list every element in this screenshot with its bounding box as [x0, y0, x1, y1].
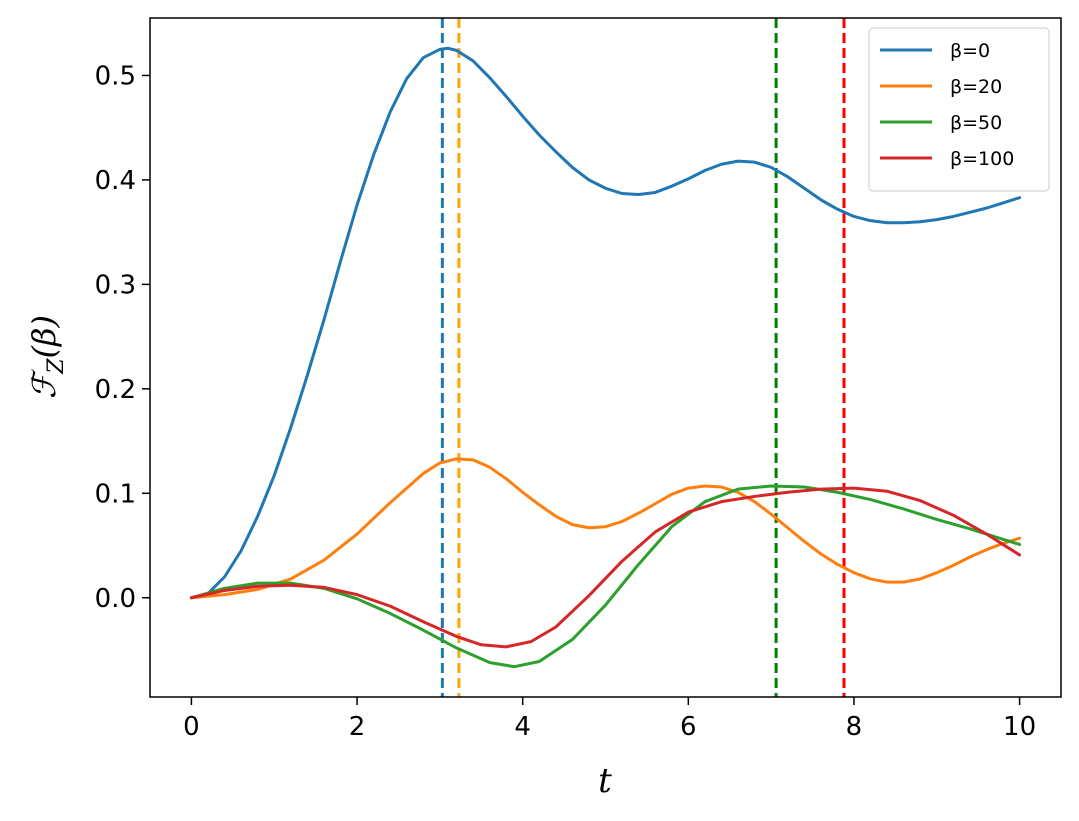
y-tick-label: 0.0 [95, 584, 136, 614]
x-tick-label: 4 [514, 712, 531, 742]
y-tick-label: 0.1 [95, 479, 136, 509]
series-line-0 [189, 46, 1022, 600]
axes-frame [149, 17, 1062, 698]
x-axis-label: t [598, 761, 612, 801]
svg-text:ℱZ(β): ℱZ(β) [25, 315, 69, 399]
legend-box [868, 27, 1050, 192]
legend-label-2: β=50 [950, 112, 1002, 134]
y-axis-ticks: 0.0 0.1 0.2 0.3 0.4 0.5 [95, 61, 150, 614]
series-line-3 [189, 486, 1022, 649]
x-tick-label: 6 [680, 712, 697, 742]
plot-area [189, 18, 1022, 697]
y-tick-label: 0.5 [95, 61, 136, 91]
series-line-1 [189, 457, 1022, 600]
y-axis-label: ℱZ(β) [25, 315, 69, 399]
legend: β=0 β=20 β=50 β=100 [868, 27, 1050, 192]
x-tick-label: 10 [1003, 712, 1036, 742]
y-tick-label: 0.3 [95, 270, 136, 300]
legend-label-3: β=100 [950, 148, 1014, 170]
legend-label-0: β=0 [950, 40, 990, 62]
y-axis-label-sub: Z [44, 358, 69, 375]
vertical-lines [440, 18, 846, 697]
y-tick-label: 0.4 [95, 166, 136, 196]
y-tick-label: 0.2 [95, 375, 136, 405]
y-axis-label-arg: (β) [25, 315, 63, 358]
x-tick-label: 2 [349, 712, 366, 742]
x-axis-ticks: 0 2 4 6 8 10 [183, 697, 1036, 742]
series-lines [189, 46, 1022, 669]
x-tick-label: 8 [846, 712, 863, 742]
legend-label-1: β=20 [950, 76, 1002, 98]
series-line-2 [189, 484, 1022, 669]
x-tick-label: 0 [183, 712, 200, 742]
